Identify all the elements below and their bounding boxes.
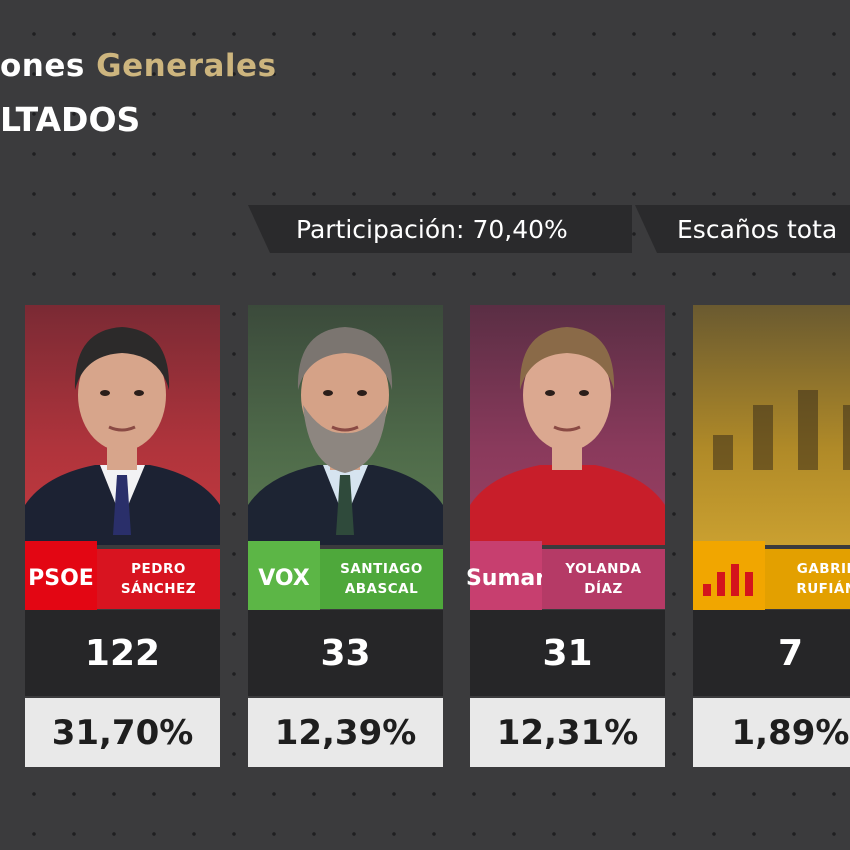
portrait [713, 390, 850, 470]
candidate-name-line: RUFIÁN [796, 581, 850, 597]
eye [545, 390, 555, 396]
stat-value: 70,40% [472, 214, 568, 244]
logo-watermark [798, 390, 818, 470]
party-logo-mark [703, 564, 753, 596]
hair [297, 327, 393, 390]
candidate-photo [25, 305, 220, 545]
candidate-name: SANTIAGO ABASCAL [320, 549, 443, 609]
seats: 33 [248, 610, 443, 696]
candidate-name: PEDRO SÁNCHEZ [97, 549, 220, 609]
logo-watermark [843, 405, 850, 470]
title: ones Generales [0, 48, 277, 84]
mouth [108, 425, 136, 432]
beard [303, 405, 387, 473]
mouth [331, 425, 359, 432]
logo-bar [731, 564, 739, 596]
seats: 122 [25, 610, 220, 696]
party-card: GABRIE RUFIÁN 71,89% [693, 305, 850, 767]
candidate-photo [470, 305, 665, 545]
portrait [248, 327, 443, 545]
face [301, 339, 389, 451]
candidate-name-line: YOLANDA [565, 561, 642, 577]
title-text: ones [0, 48, 85, 84]
party-logo: VOX [248, 541, 320, 615]
portrait [25, 327, 220, 545]
tie [336, 475, 354, 535]
seats: 31 [470, 610, 665, 696]
eye [579, 390, 589, 396]
seats-total-bar: Escaños tota [635, 205, 850, 253]
logo-watermark [753, 405, 773, 470]
eye [357, 390, 367, 396]
stat-label: Participación: [296, 214, 465, 244]
logo-bar [703, 584, 711, 596]
candidate-name-line: PEDRO [131, 561, 186, 577]
candidate-name: YOLANDA DÍAZ [542, 549, 665, 609]
candidate-photo [693, 305, 850, 545]
candidate-name-line: ABASCAL [344, 581, 419, 597]
subtitle: LTADOS [0, 100, 141, 139]
logo-bar [717, 572, 725, 596]
candidate-photo [248, 305, 443, 545]
candidate-name-line: SÁNCHEZ [120, 581, 197, 597]
title-highlight: Generales [96, 48, 277, 84]
vote-share: 12,31% [470, 698, 665, 767]
candidate-name-line: GABRIE [796, 561, 850, 577]
hair [519, 327, 615, 390]
hair [74, 327, 170, 390]
logo-bar [745, 572, 753, 596]
candidate-name-line: SANTIAGO [340, 561, 423, 577]
face [78, 339, 166, 451]
collar [545, 465, 590, 520]
mouth [553, 425, 581, 432]
candidate-name: GABRIE RUFIÁN [765, 549, 850, 609]
vote-share: 12,39% [248, 698, 443, 767]
participation-bar: Participación: 70,40% [248, 205, 632, 253]
eye [323, 390, 333, 396]
eye [134, 390, 144, 396]
party-card: PSOE PEDRO SÁNCHEZ 122 31,70% [25, 305, 220, 767]
candidate-name-line: DÍAZ [584, 581, 623, 597]
party-logo [693, 541, 765, 615]
seats: 7 [693, 610, 850, 696]
party-logo: Sumar [466, 541, 546, 615]
vote-share: 31,70% [25, 698, 220, 767]
party-card: VOX SANTIAGO ABASCAL 33 12,39% [248, 305, 443, 767]
vote-share: 1,89% [693, 698, 850, 767]
stat-label: Escaños tota [677, 214, 838, 244]
party-card: Sumar YOLANDA DÍAZ 31 12,31% [466, 305, 665, 767]
face [523, 339, 611, 451]
eye [100, 390, 110, 396]
tie [113, 475, 131, 535]
portrait [470, 327, 665, 545]
party-logo: PSOE [25, 541, 97, 615]
logo-watermark [713, 435, 733, 470]
